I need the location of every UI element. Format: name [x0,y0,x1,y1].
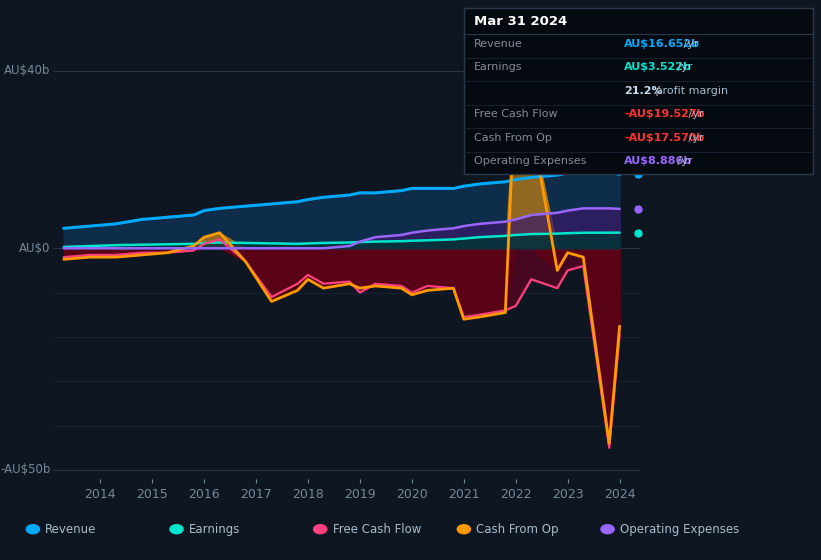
Text: Cash From Op: Cash From Op [476,522,558,536]
Text: Free Cash Flow: Free Cash Flow [474,109,557,119]
Text: -AU$19.527b: -AU$19.527b [624,109,704,119]
Text: Mar 31 2024: Mar 31 2024 [474,15,567,28]
Text: -AU$50b: -AU$50b [0,464,50,477]
Text: Operating Expenses: Operating Expenses [474,156,586,166]
Text: /yr: /yr [674,62,693,72]
Text: profit margin: profit margin [652,86,728,96]
Text: Revenue: Revenue [474,39,522,49]
Text: /yr: /yr [674,156,693,166]
Text: -AU$17.570b: -AU$17.570b [624,133,704,143]
Text: Cash From Op: Cash From Op [474,133,552,143]
Text: AU$16.652b: AU$16.652b [624,39,700,49]
Text: /yr: /yr [680,39,699,49]
Text: Revenue: Revenue [45,522,97,536]
Text: Earnings: Earnings [474,62,522,72]
Text: AU$3.522b: AU$3.522b [624,62,692,72]
Text: Operating Expenses: Operating Expenses [620,522,739,536]
Text: Earnings: Earnings [189,522,241,536]
Text: 21.2%: 21.2% [624,86,663,96]
Text: /yr: /yr [686,133,704,143]
Text: /yr: /yr [686,109,704,119]
Text: Free Cash Flow: Free Cash Flow [333,522,421,536]
Text: AU$0: AU$0 [19,242,50,255]
Text: AU$8.886b: AU$8.886b [624,156,692,166]
Text: AU$40b: AU$40b [4,64,50,77]
